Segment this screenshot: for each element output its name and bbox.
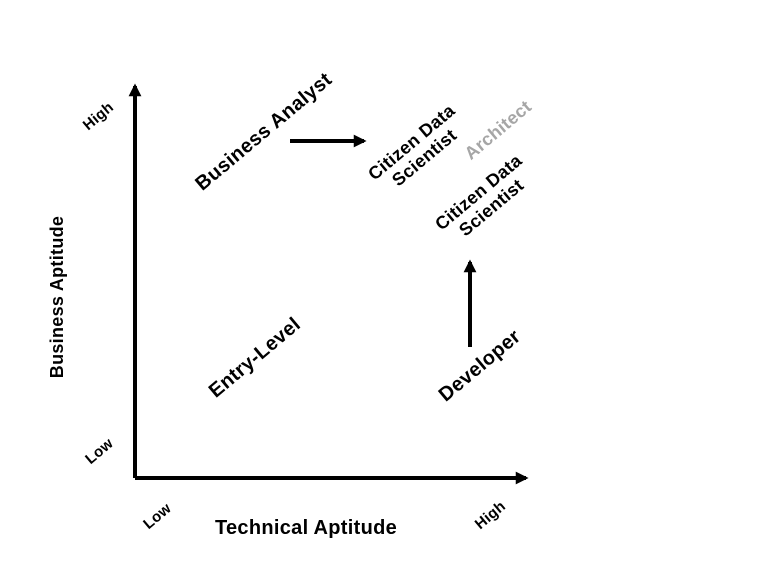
y-axis-title: Business Aptitude	[46, 215, 67, 379]
x-axis-title: Technical Aptitude	[214, 516, 398, 539]
